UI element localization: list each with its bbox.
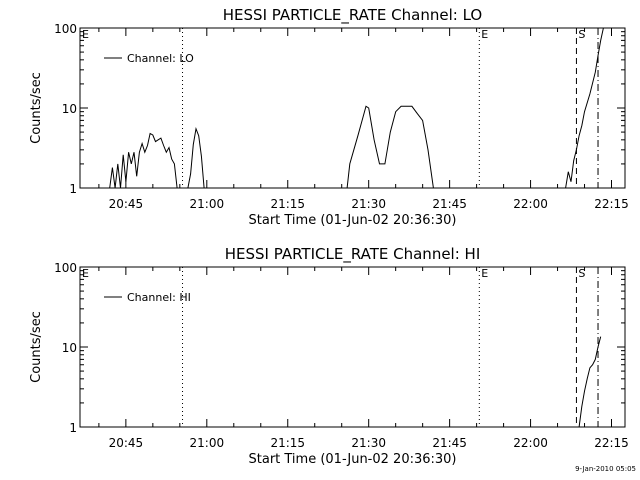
marker-label: E (481, 28, 488, 41)
marker-label: E (82, 267, 89, 280)
chart-title-lo: HESSI PARTICLE_RATE Channel: LO (223, 6, 482, 25)
y-tick-label: 1 (69, 421, 77, 435)
x-axis-label: Start Time (01-Jun-02 20:36:30) (249, 213, 457, 228)
footer-timestamp: 9-Jan-2010 05:05 (575, 465, 636, 473)
x-tick-label: 22:00 (513, 197, 548, 211)
x-tick-label: 21:15 (270, 197, 305, 211)
x-tick-label: 21:45 (432, 197, 467, 211)
marker-label: S (578, 28, 585, 41)
x-tick-label: 21:15 (270, 436, 305, 450)
y-axis-label: Counts/sec (29, 311, 44, 383)
y-tick-label: 10 (62, 102, 77, 116)
chart-title-hi: HESSI PARTICLE_RATE Channel: HI (225, 245, 481, 264)
marker-label: E (481, 267, 488, 280)
x-tick-label: 22:15 (594, 436, 629, 450)
x-tick-label: 20:45 (109, 436, 144, 450)
legend-entry: Channel: HI (127, 291, 191, 304)
x-tick-label: 21:45 (432, 436, 467, 450)
x-tick-label: 22:15 (594, 197, 629, 211)
x-tick-label: 21:30 (351, 197, 386, 211)
y-tick-label: 10 (62, 341, 77, 355)
panel-hi: HESSI PARTICLE_RATE Channel: HI 1 10 100 20:… (29, 245, 629, 467)
x-tick-label: 22:00 (513, 436, 548, 450)
series-line-hi (578, 336, 602, 428)
x-tick-label: 21:30 (351, 436, 386, 450)
series-line-lo (101, 27, 604, 189)
y-tick-label: 100 (54, 261, 77, 275)
x-tick-label: 21:00 (190, 436, 225, 450)
y-tick-label: 1 (69, 182, 77, 196)
panel-lo: HESSI PARTICLE_RATE Channel: LO 1 10 100 20:… (29, 6, 629, 228)
legend-entry: Channel: LO (127, 52, 194, 65)
marker-label: S (578, 267, 585, 280)
x-axis-label: Start Time (01-Jun-02 20:36:30) (249, 452, 457, 467)
y-tick-label: 100 (54, 22, 77, 36)
x-tick-label: 20:45 (109, 197, 144, 211)
y-axis-label: Counts/sec (29, 72, 44, 144)
marker-label: E (82, 28, 89, 41)
x-tick-label: 21:00 (190, 197, 225, 211)
